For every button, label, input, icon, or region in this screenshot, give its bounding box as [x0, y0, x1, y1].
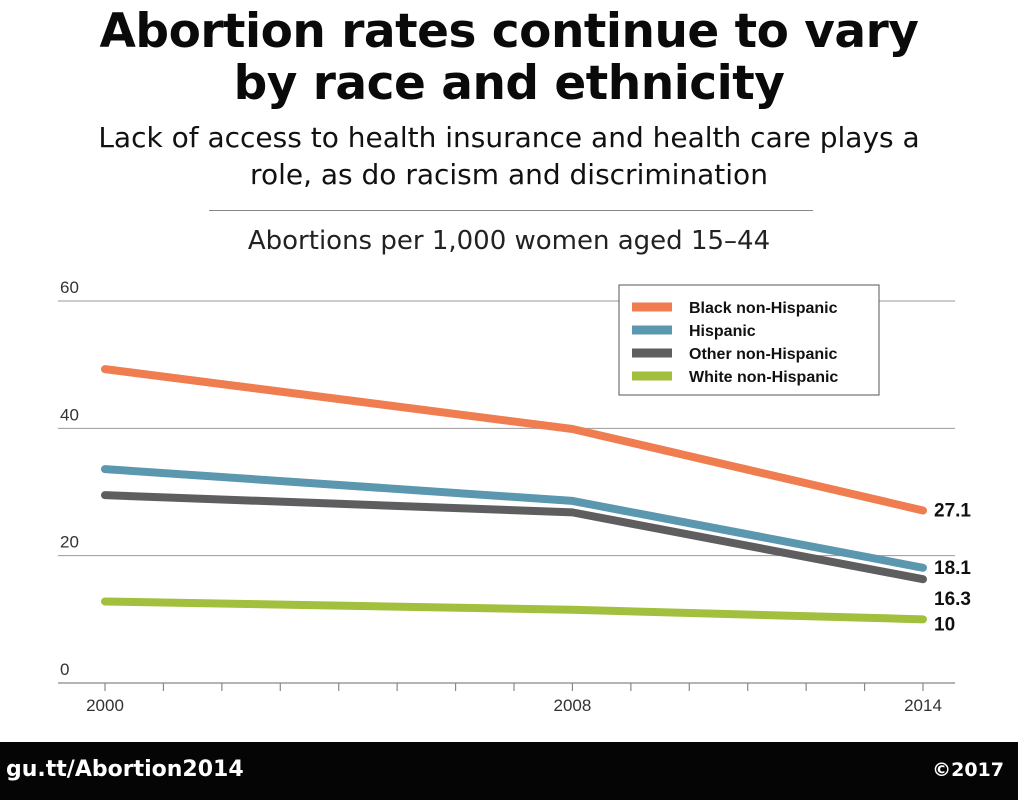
- legend-entry-label: White non-Hispanic: [689, 369, 838, 386]
- y-tick-label: 20: [60, 533, 79, 552]
- y-tick-label: 60: [60, 278, 79, 297]
- series-end-label: 18.1: [934, 558, 971, 579]
- chart-title: Abortion rates continue to vary by race …: [0, 6, 1018, 110]
- series-line: [101, 465, 927, 572]
- y-tick-label: 40: [60, 405, 79, 424]
- title-line-1: Abortion rates continue to vary: [99, 4, 919, 59]
- series-end-label: 27.1: [934, 500, 971, 521]
- series-end-label: 10: [934, 614, 955, 635]
- legend-entry-label: Hispanic: [689, 323, 756, 340]
- copyright-notice: ©2017: [932, 759, 1004, 781]
- y-axis-caption: Abortions per 1,000 women aged 15–44: [247, 226, 771, 256]
- series-end-label: 16.3: [934, 589, 971, 610]
- x-tick-label: 2014: [904, 696, 942, 715]
- legend-entry-label: Other non-Hispanic: [689, 346, 838, 363]
- legend-entry-label: Black non-Hispanic: [689, 300, 838, 317]
- footer-bar: gu.tt/Abortion2014 ©2017: [0, 742, 1018, 800]
- subtitle-line-2: role, as do racism and discrimination: [250, 158, 768, 191]
- x-tick-label: 2000: [86, 696, 124, 715]
- chart-subtitle: Lack of access to health insurance and h…: [0, 119, 1018, 193]
- y-tick-label: 0: [60, 660, 69, 679]
- series-line: [101, 491, 927, 584]
- subtitle-line-1: Lack of access to health insurance and h…: [98, 121, 920, 154]
- title-line-2: by race and ethnicity: [233, 56, 785, 111]
- line-chart: 0 20 40 60 2000 2008 2014 27.1 18.1 16.3 10 Black n…: [58, 278, 971, 715]
- series-line: [101, 365, 927, 515]
- title-divider: [209, 210, 813, 211]
- series-line: [101, 597, 927, 624]
- footer-link[interactable]: gu.tt/Abortion2014: [6, 757, 244, 782]
- x-tick-label: 2008: [554, 696, 592, 715]
